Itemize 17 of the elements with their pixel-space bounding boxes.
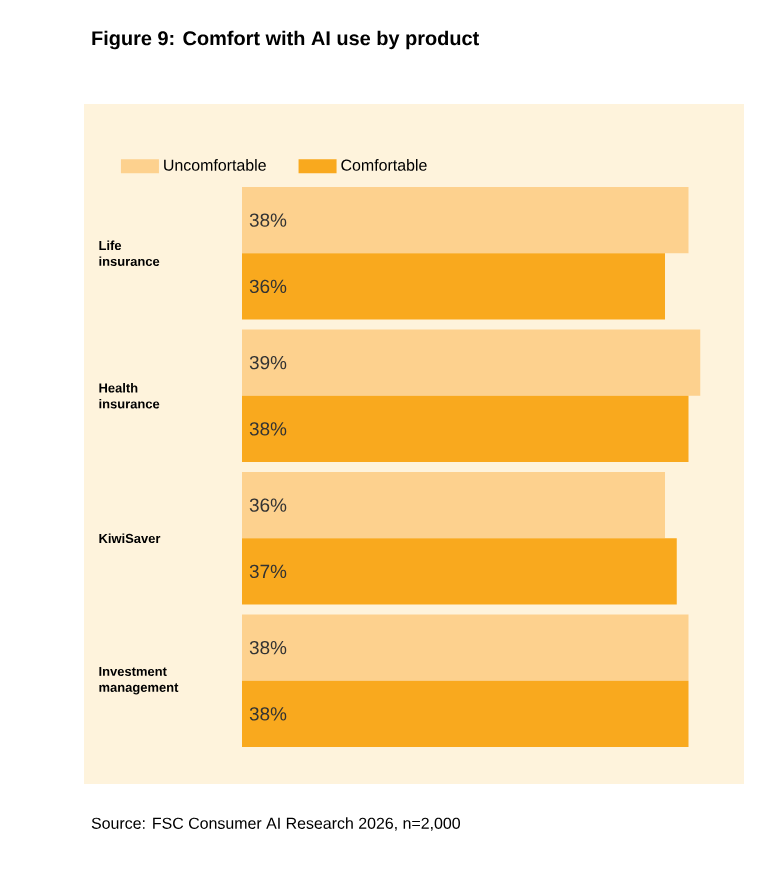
bar [242, 253, 666, 320]
bar [242, 538, 677, 605]
bar [242, 471, 666, 539]
bar [242, 395, 689, 463]
data-label: 38% [249, 640, 287, 655]
bar [242, 329, 701, 396]
data-label: 39% [249, 355, 287, 370]
data-label: 37% [249, 564, 287, 579]
bar [242, 614, 689, 681]
bar [242, 186, 689, 254]
data-label: 36% [249, 279, 287, 294]
data-label: 36% [249, 498, 287, 512]
bar [242, 680, 689, 748]
data-label: 38% [249, 707, 287, 721]
data-label: 38% [249, 213, 287, 227]
chart-title: Figure 9: Comfort with AI use by product [92, 30, 479, 50]
data-label: 38% [249, 422, 287, 436]
